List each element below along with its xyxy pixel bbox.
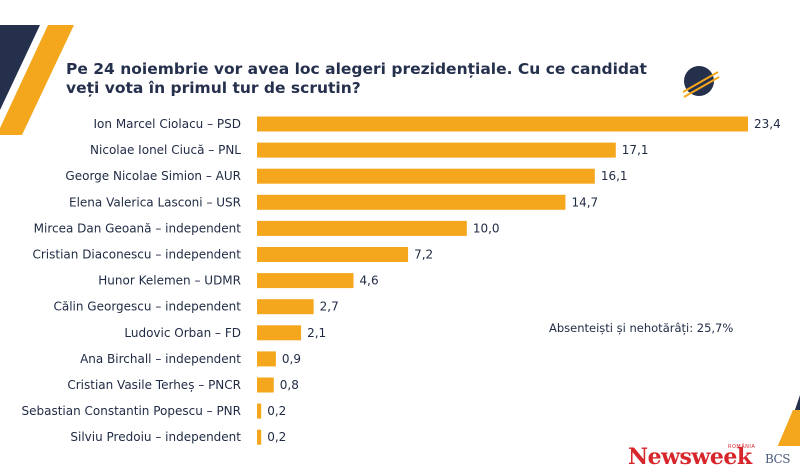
decor-navy-circle <box>684 66 714 96</box>
chart-title: Pe 24 noiembrie vor avea loc alegeri pre… <box>66 60 647 97</box>
category-label: Ludovic Orban – FD <box>124 326 241 340</box>
category-label: Ana Birchall – independent <box>80 352 241 366</box>
value-label: 2,7 <box>320 300 339 314</box>
category-label: Hunor Kelemen – UDMR <box>98 274 241 288</box>
newsweek-logo-sub: ROMÂNIA <box>728 444 756 450</box>
category-label: Mircea Dan Geoană – independent <box>34 221 242 235</box>
bar <box>257 325 302 341</box>
decor-bottom-right <box>760 395 800 469</box>
bar <box>257 429 262 445</box>
value-label: 7,2 <box>414 248 433 262</box>
decor-top-left <box>0 25 74 135</box>
category-label: Ion Marcel Ciolacu – PSD <box>94 117 241 131</box>
bcs-logo: BCS <box>765 452 790 466</box>
bar <box>257 194 566 210</box>
category-label: Călin Georgescu – independent <box>53 300 241 314</box>
category-label: Elena Valerica Lasconi – USR <box>69 195 241 209</box>
value-label: 16,1 <box>601 169 628 183</box>
bar <box>257 299 314 315</box>
category-label: Cristian Vasile Terheș – PNCR <box>67 378 241 392</box>
decor-top-right <box>682 66 720 98</box>
bars-group: Ion Marcel Ciolacu – PSD 23,4 Nicolae Ione… <box>21 116 781 445</box>
category-label: Cristian Diaconescu – independent <box>32 248 241 262</box>
bar <box>257 403 262 419</box>
value-label: 2,1 <box>307 326 326 340</box>
bar <box>257 142 616 158</box>
value-label: 17,1 <box>622 143 649 157</box>
value-label: 10,0 <box>473 221 500 235</box>
bar <box>257 247 409 262</box>
bar <box>257 116 748 132</box>
value-label: 23,4 <box>754 117 781 131</box>
newsweek-logo: Newsweek <box>628 444 752 470</box>
decor-orange-stripe <box>0 25 74 135</box>
value-label: 0,9 <box>282 352 301 366</box>
bar <box>257 168 595 184</box>
decor-logo-backdrop <box>760 446 800 469</box>
decor-orange-line-1 <box>682 71 719 93</box>
decor-orange-line-2 <box>683 76 720 98</box>
bar <box>257 351 276 367</box>
value-label: 0,8 <box>280 378 299 392</box>
undecided-annotation: Absenteiști și nehotărâți: 25,7% <box>549 321 734 335</box>
value-label: 4,6 <box>360 274 379 288</box>
category-label: Nicolae Ionel Ciucă – PNL <box>90 143 241 157</box>
value-label: 0,2 <box>267 430 286 444</box>
value-label: 14,7 <box>571 195 598 209</box>
decor-navy-triangle <box>0 25 40 110</box>
bar <box>257 273 354 289</box>
bar <box>257 220 467 236</box>
value-label: 0,2 <box>267 404 286 418</box>
category-label: Sebastian Constantin Popescu – PNR <box>21 404 241 418</box>
bar <box>257 377 274 393</box>
category-label: George Nicolae Simion – AUR <box>65 169 241 183</box>
category-label: Silviu Predoiu – independent <box>70 430 241 444</box>
